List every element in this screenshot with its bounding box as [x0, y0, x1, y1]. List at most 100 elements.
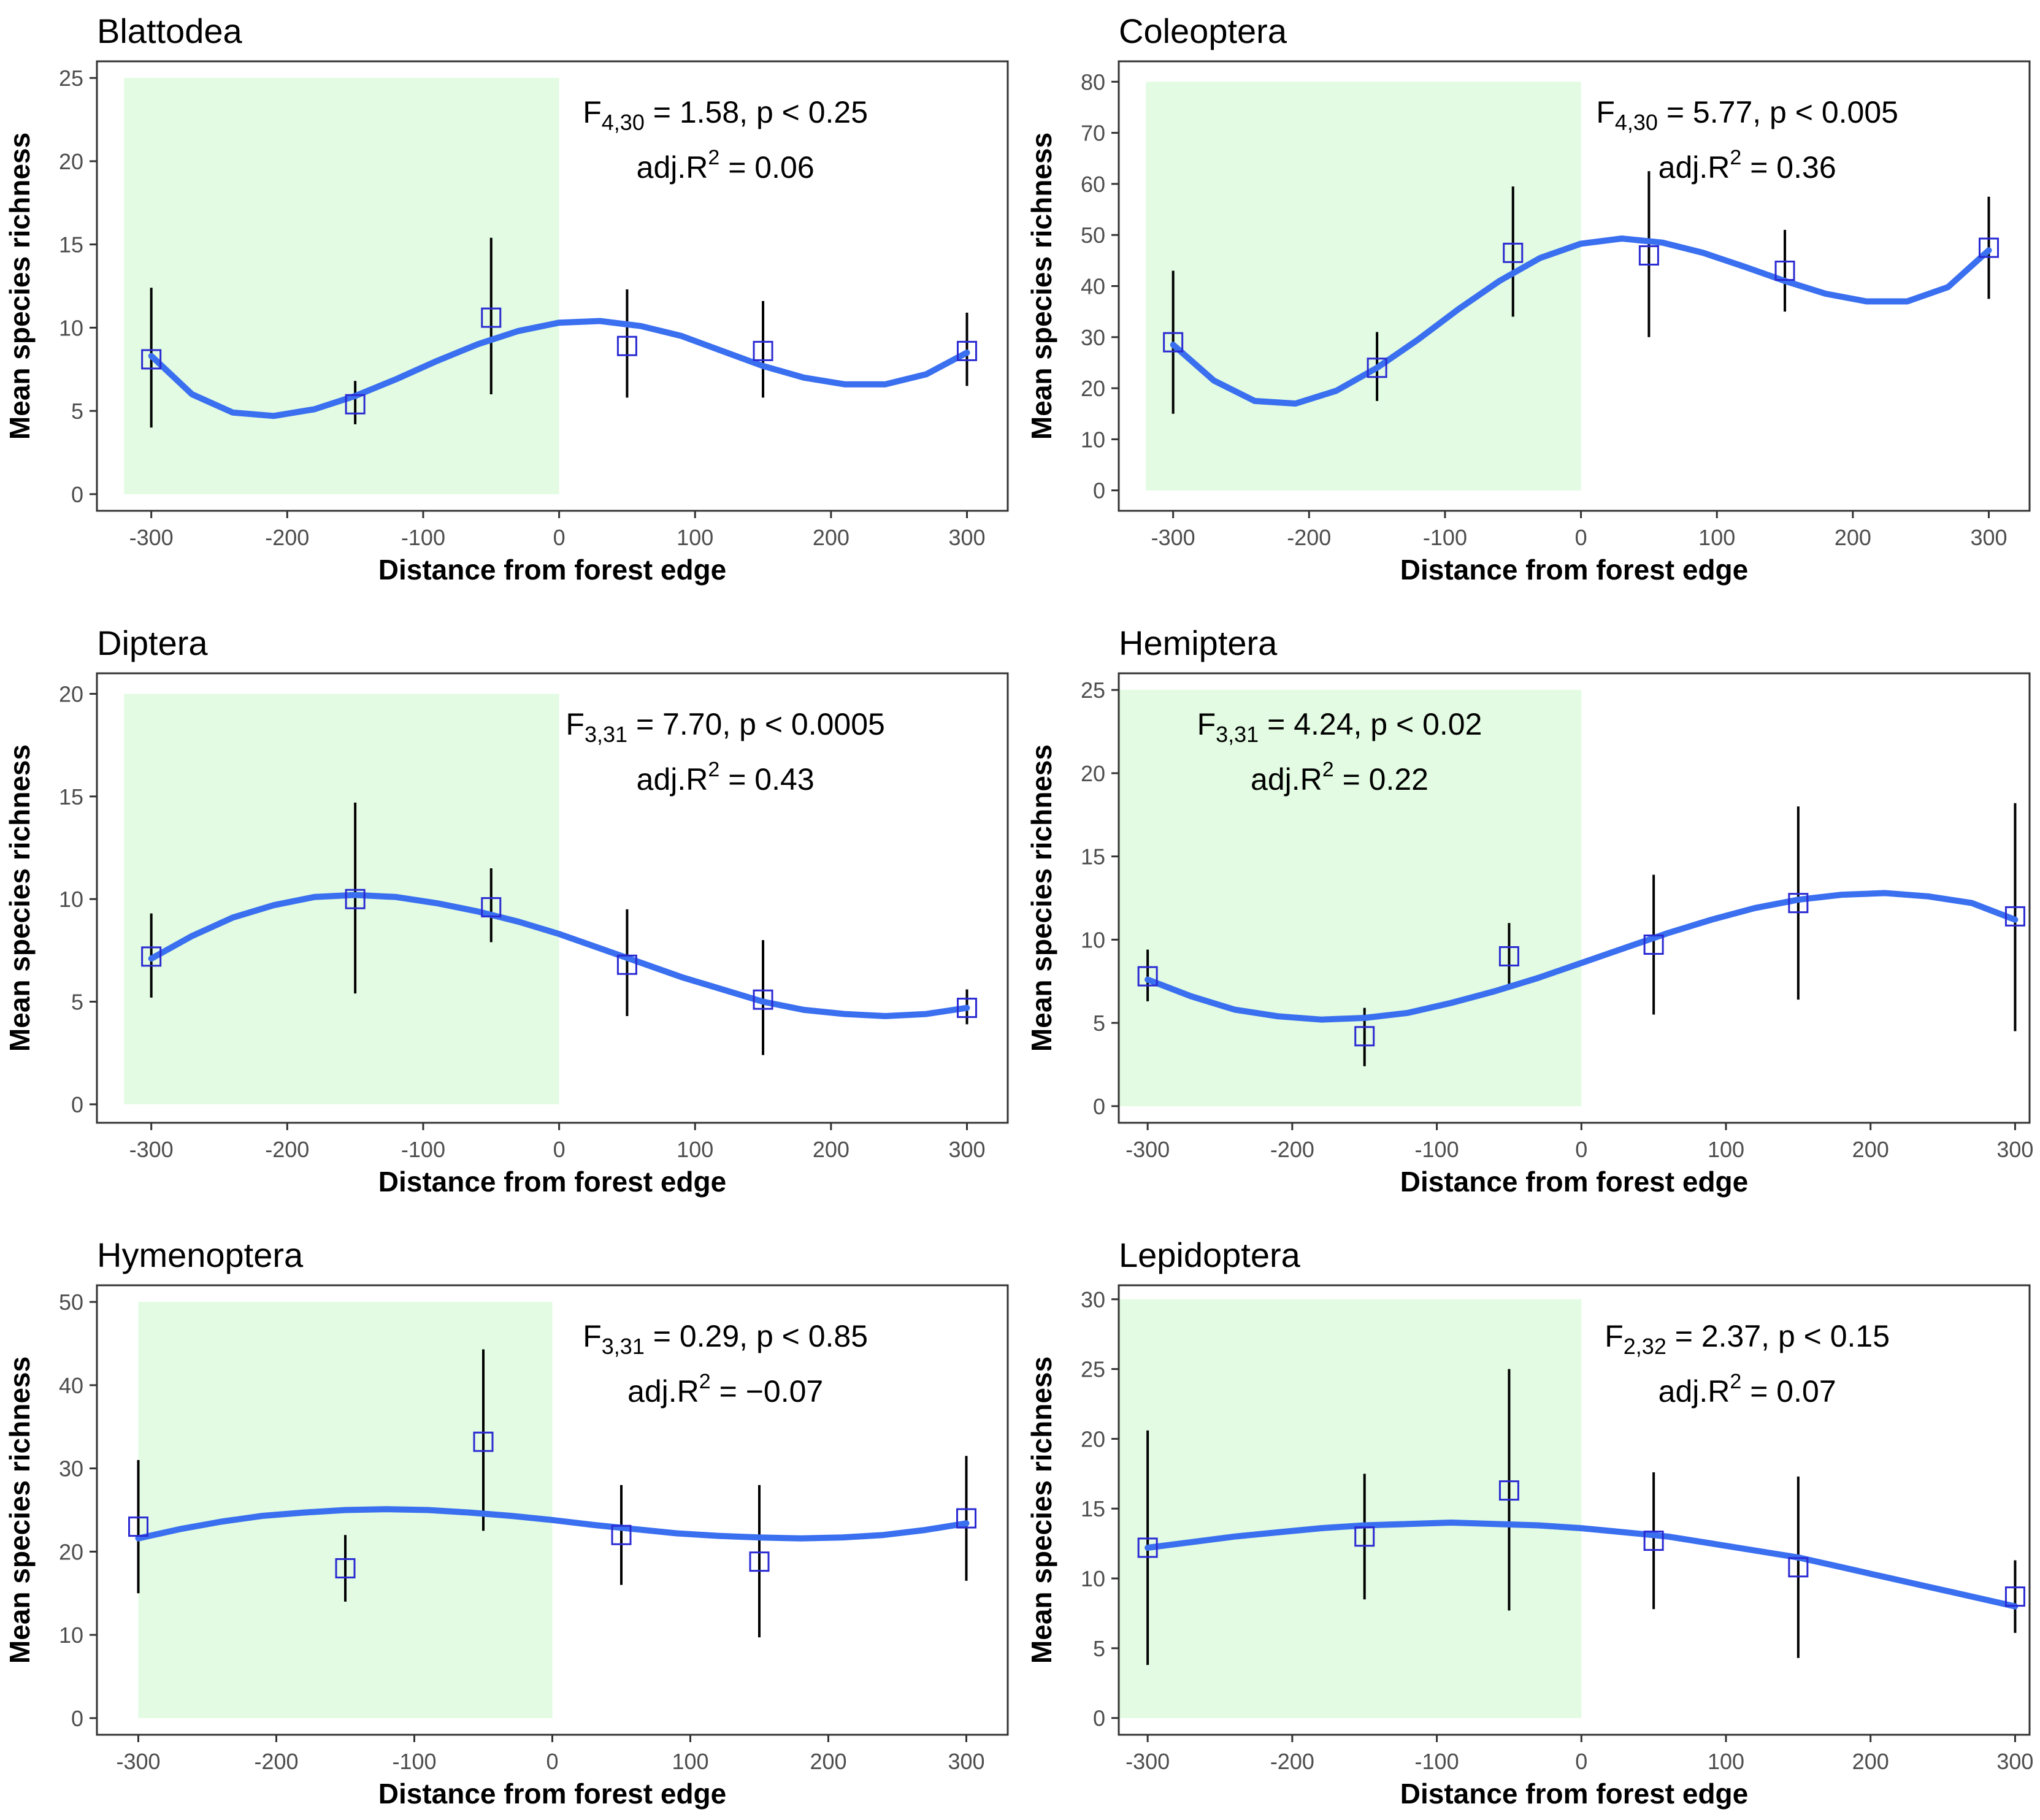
data-point	[128, 1516, 148, 1537]
y-tick-label: 30	[1081, 1287, 1105, 1312]
data-point	[753, 340, 773, 361]
panel-title: Hymenoptera	[97, 1236, 304, 1274]
x-tick-label: 200	[1835, 525, 1871, 550]
x-axis-label: Distance from forest edge	[1400, 554, 1748, 586]
y-axis-label: Mean species richness	[4, 1356, 36, 1664]
data-point	[481, 897, 502, 918]
data-point	[1354, 1026, 1375, 1047]
stat-f-symbol: F	[1596, 95, 1615, 129]
y-tick-label: 25	[59, 66, 83, 91]
y-tick-label: 0	[1093, 1706, 1105, 1731]
y-tick-label: 10	[59, 887, 83, 912]
forest-shade-region	[1146, 82, 1581, 491]
x-tick-label: -100	[1415, 1137, 1459, 1162]
forest-shade-region	[124, 694, 559, 1104]
stat-r2-symbol: adj.R	[1658, 150, 1730, 185]
x-tick-label: 100	[677, 525, 713, 550]
y-tick-label: 20	[1081, 761, 1105, 786]
x-tick-label: -300	[116, 1749, 160, 1774]
panel-title: Blattodea	[97, 12, 242, 50]
y-tick-label: 20	[59, 149, 83, 174]
y-axis-label: Mean species richness	[1026, 1356, 1057, 1664]
stat-r2-symbol: adj.R	[1658, 1374, 1730, 1409]
y-tick-label: 5	[71, 990, 83, 1015]
stat-r2-line: adj.R2 = 0.07	[1658, 1370, 1836, 1409]
data-point	[1643, 935, 1664, 955]
y-tick-label: 25	[1081, 1357, 1105, 1382]
x-tick-label: -300	[129, 1137, 174, 1162]
y-tick-label: 25	[1081, 678, 1105, 703]
y-tick-label: 40	[59, 1373, 83, 1398]
x-tick-label: -100	[401, 525, 445, 550]
stat-r2-value: = −0.07	[711, 1374, 824, 1409]
x-tick-label: -100	[401, 1137, 445, 1162]
data-point	[2004, 906, 2025, 927]
data-point	[1137, 1537, 1158, 1558]
panel-blattodea: Blattodea 0 5 10 15 20 25 -300 -200 -100 0 100 200 30…	[4, 12, 1009, 586]
data-point	[1774, 261, 1795, 281]
stat-f-line: F2,32 = 2.37, p < 0.15	[1605, 1319, 1890, 1359]
y-tick-label: 20	[1081, 376, 1105, 401]
stat-r2-line: adj.R2 = 0.43	[637, 758, 815, 797]
x-axis-label: Distance from forest edge	[378, 554, 726, 586]
y-axis-label: Mean species richness	[1026, 744, 1057, 1052]
plot-frame	[1118, 1284, 2031, 1736]
y-tick-label: 15	[1081, 1496, 1105, 1521]
stat-f-symbol: F	[1197, 707, 1216, 741]
stat-r2-symbol: adj.R	[637, 762, 708, 797]
y-tick-label: 5	[1093, 1011, 1105, 1036]
x-tick-label: 200	[813, 1137, 849, 1162]
y-tick-label: 70	[1081, 121, 1105, 146]
stat-r2-symbol: adj.R	[637, 150, 708, 185]
stat-r2-value: = 0.07	[1741, 1374, 1836, 1409]
y-tick-label: 10	[59, 1623, 83, 1648]
fitted-curve	[135, 1506, 970, 1542]
y-tick-label: 5	[1093, 1636, 1105, 1661]
y-tick-label: 30	[1081, 325, 1105, 350]
stat-f-df: 4,30	[602, 110, 645, 135]
x-tick-label: 100	[1708, 1749, 1744, 1774]
x-tick-label: 300	[1996, 1749, 2033, 1774]
x-tick-label: -100	[1423, 525, 1467, 550]
panel-title: Diptera	[97, 624, 208, 662]
x-tick-label: 0	[1575, 1137, 1587, 1162]
y-tick-label: 5	[71, 399, 83, 424]
fitted-curve	[1145, 1520, 2019, 1610]
x-tick-label: 200	[1852, 1137, 1889, 1162]
x-tick-label: 300	[948, 525, 985, 550]
fitted-curve	[148, 318, 970, 419]
fitted-curve	[1170, 235, 1992, 407]
x-tick-label: -200	[265, 525, 309, 550]
stat-f-value: = 2.37, p < 0.15	[1666, 1319, 1890, 1353]
stat-f-value: = 7.70, p < 0.0005	[627, 707, 885, 741]
stat-r2-line: adj.R2 = −0.07	[627, 1370, 823, 1409]
x-axis-label: Distance from forest edge	[1400, 1778, 1748, 1810]
x-tick-label: 200	[813, 525, 849, 550]
panel-diptera: Diptera 0 5 10 15 20 -300 -200 -100 0 100 200 300 Dis…	[4, 624, 1009, 1198]
forest-shade-region	[1119, 1299, 1582, 1718]
data-point	[749, 1551, 770, 1572]
stat-f-line: F4,30 = 1.58, p < 0.25	[583, 95, 868, 135]
plot-frame	[96, 672, 1009, 1124]
y-tick-label: 0	[71, 482, 83, 507]
stat-f-df: 4,30	[1615, 110, 1658, 135]
panel-hymenoptera: Hymenoptera 0 10 20 30 40 50 -300 -200 -100 0 100 20…	[4, 1236, 1009, 1810]
panel-title: Hemiptera	[1119, 624, 1278, 662]
y-axis-label: Mean species richness	[1026, 132, 1057, 440]
stat-r2-power: 2	[1730, 1370, 1741, 1393]
stat-r2-line: adj.R2 = 0.36	[1658, 146, 1836, 185]
y-tick-label: 20	[59, 681, 83, 706]
x-tick-label: 0	[1575, 525, 1587, 550]
x-tick-label: -300	[1125, 1749, 1170, 1774]
data-point	[1498, 1480, 1519, 1501]
x-tick-label: 100	[1708, 1137, 1744, 1162]
x-tick-label: -200	[1287, 525, 1331, 550]
data-point	[956, 1508, 976, 1529]
stat-r2-value: = 0.06	[719, 150, 814, 185]
stat-r2-value: = 0.22	[1334, 762, 1428, 797]
data-point	[1643, 1531, 1664, 1551]
y-tick-label: 10	[59, 315, 83, 340]
data-point	[473, 1431, 494, 1452]
x-axis-label: Distance from forest edge	[1400, 1166, 1748, 1198]
